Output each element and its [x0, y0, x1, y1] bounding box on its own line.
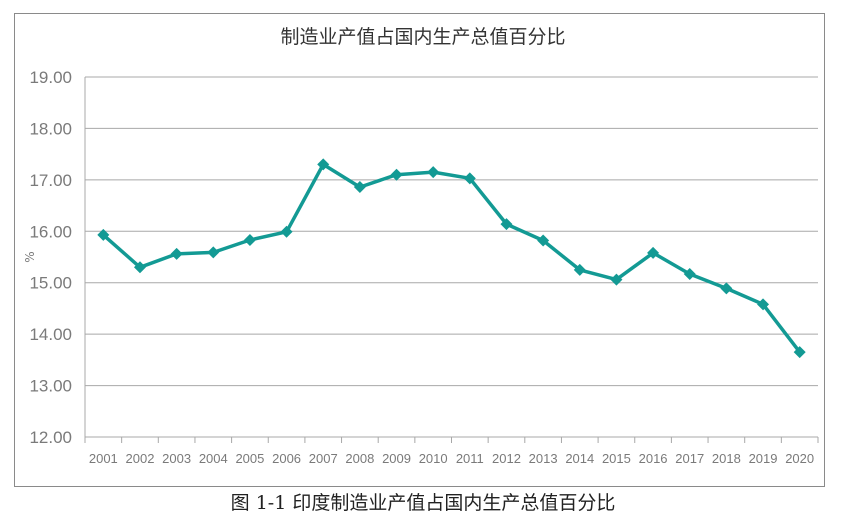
y-tick-label: 12.00	[29, 428, 72, 447]
x-axis-ticks: 2001 2002 2003 2004 2005 2006 2007 2008 2009 2010…	[89, 451, 814, 466]
data-point	[243, 234, 256, 247]
data-point	[757, 298, 770, 311]
chart-title: 制造业产值占国内生产总值百分比	[280, 26, 566, 48]
x-tick-label: 2017	[675, 451, 704, 466]
x-tick-label: 2007	[309, 451, 338, 466]
y-tick-label: 16.00	[29, 222, 72, 241]
y-tick-label: 15.00	[29, 274, 72, 293]
x-tick-label: 2009	[382, 451, 411, 466]
x-axis	[84, 77, 819, 443]
y-axis-label: %	[23, 251, 37, 262]
x-tick-label: 2015	[602, 451, 631, 466]
chart-frame	[14, 13, 825, 487]
x-tick-label: 2010	[419, 451, 448, 466]
y-tick-label: 13.00	[29, 377, 72, 396]
data-point	[353, 181, 366, 194]
x-tick-label: 2016	[639, 451, 668, 466]
data-point	[390, 168, 403, 181]
x-tick-label: 2005	[235, 451, 264, 466]
x-tick-label: 2019	[749, 451, 778, 466]
y-tick-label: 19.00	[29, 68, 72, 87]
data-point	[463, 172, 476, 185]
data-point	[720, 282, 733, 295]
data-point	[427, 166, 440, 179]
data-point	[573, 263, 586, 276]
x-tick-label: 2001	[89, 451, 118, 466]
y-tick-label: 17.00	[29, 171, 72, 190]
x-tick-label: 2012	[492, 451, 521, 466]
x-tick-label: 2006	[272, 451, 301, 466]
x-tick-label: 2008	[345, 451, 374, 466]
y-axis-ticks: 12.00 13.00 14.00 15.00 16.00 17.00 18.00 19.00	[29, 68, 72, 447]
data-point	[280, 225, 293, 238]
data-point	[207, 246, 220, 259]
data-point	[793, 346, 806, 359]
data-point	[317, 158, 330, 171]
data-point	[683, 267, 696, 280]
x-tick-label: 2002	[126, 451, 155, 466]
x-tick-label: 2011	[456, 451, 484, 466]
data-point	[500, 218, 513, 231]
y-tick-label: 18.00	[29, 119, 72, 138]
series-line	[101, 162, 802, 354]
data-point	[537, 234, 550, 247]
data-point	[170, 247, 183, 260]
data-point	[647, 246, 660, 259]
x-tick-label: 2003	[162, 451, 191, 466]
y-tick-label: 14.00	[29, 325, 72, 344]
x-tick-label: 2004	[199, 451, 228, 466]
series-group	[97, 158, 806, 359]
data-point	[610, 273, 623, 286]
y-axis-label-group: %	[23, 251, 37, 262]
x-tick-label: 2014	[565, 451, 594, 466]
data-point	[133, 261, 146, 274]
figure-caption: 图 1-1 印度制造业产值占国内生产总值百分比	[230, 492, 616, 514]
x-tick-label: 2013	[529, 451, 558, 466]
x-tick-label: 2018	[712, 451, 741, 466]
x-tick-label: 2020	[785, 451, 814, 466]
data-point	[97, 228, 110, 241]
grid-lines	[85, 76, 818, 438]
